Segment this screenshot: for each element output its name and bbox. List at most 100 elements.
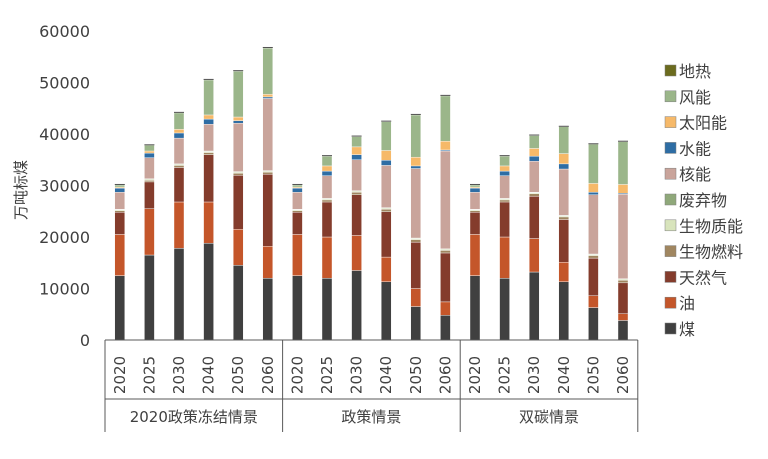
bar-segment: [499, 155, 510, 167]
x-tick-label: 2030: [525, 356, 543, 394]
bar-segment: [114, 275, 126, 341]
bar-segment: [351, 194, 362, 236]
x-tick-label: 2040: [377, 356, 395, 394]
bar-segment: [321, 165, 333, 172]
bar-segment: [588, 255, 599, 259]
bar-segment: [144, 150, 155, 154]
legend-label: 油: [679, 294, 695, 313]
bar-segment: [617, 280, 629, 284]
legend-label: 太阳能: [679, 114, 727, 133]
bar-segment: [617, 313, 629, 321]
bar-segment: [381, 256, 392, 283]
bar-segment: [558, 219, 569, 263]
bar-segment: [558, 281, 569, 341]
x-tick-label: 2040: [200, 356, 218, 394]
legend-label: 废弃物: [679, 191, 727, 210]
bar-segment: [114, 212, 126, 235]
bar-segment: [321, 278, 333, 341]
bar-segment: [232, 265, 244, 341]
bar-segment: [381, 281, 392, 341]
x-tick-label: 2050: [407, 356, 425, 394]
bar-segment: [499, 175, 510, 199]
bar-segment: [262, 96, 273, 99]
y-tick-label: 0: [80, 331, 90, 350]
x-axis: 2020 2025 2030 2040 2050 2060 2020 2025 2030 2040…: [104, 339, 639, 432]
bar-segment: [558, 262, 569, 283]
bar-segment: [292, 210, 303, 213]
bar-segment: [410, 114, 421, 158]
bar-segment: [558, 216, 569, 220]
group-label: 2020政策冻结情景: [130, 408, 258, 426]
legend-swatch: [664, 271, 677, 283]
bar-segment: [499, 201, 510, 238]
bar-segment: [440, 301, 451, 316]
bar-segment: [262, 94, 273, 98]
bar-segment: [173, 201, 185, 249]
x-tick-label: 2030: [348, 356, 366, 394]
bar-segment: [410, 165, 421, 169]
bar-segment: [232, 172, 244, 176]
bar-segment: [410, 156, 421, 167]
bar-segment: [351, 270, 362, 341]
bar-segment: [469, 187, 481, 193]
group-label: 双碳情景: [519, 408, 579, 426]
bar-segment: [499, 170, 510, 176]
bar-series: [114, 46, 629, 341]
bar-segment: [529, 135, 540, 149]
bar-segment: [232, 116, 244, 121]
x-tick-label: 2060: [614, 356, 632, 394]
bar-segment: [617, 282, 629, 314]
bar-segment: [617, 320, 629, 341]
bar-segment: [529, 271, 540, 341]
x-tick-label: 2025: [318, 356, 336, 394]
bar-segment: [469, 234, 481, 276]
bar-segment: [588, 257, 599, 296]
legend-label: 水能: [679, 139, 711, 158]
bar-segment: [351, 154, 362, 160]
bar-segment: [232, 120, 244, 124]
legend-swatch: [664, 167, 677, 180]
x-tick-label: 2020: [466, 356, 484, 394]
bar-segment: [499, 236, 510, 279]
bar-segment: [588, 183, 599, 193]
bar-segment: [173, 248, 185, 341]
bar-segment: [617, 184, 629, 194]
bar-segment: [292, 234, 303, 276]
legend-swatch: [664, 193, 677, 206]
bar-segment: [351, 136, 362, 148]
x-tick-label: 2050: [584, 356, 602, 394]
legend-label: 核能: [679, 165, 711, 184]
bar-segment: [203, 201, 214, 244]
bar-segment: [173, 112, 185, 130]
bar-segment: [203, 154, 214, 203]
bar-segment: [529, 155, 540, 162]
bar-segment: [321, 236, 333, 279]
bar-segment: [381, 160, 392, 166]
legend-swatch: [664, 296, 677, 309]
bar-segment: [588, 295, 599, 308]
bar-segment: [351, 191, 362, 195]
bar-segment: [144, 152, 155, 158]
bar-segment: [410, 241, 421, 289]
legend-swatch: [664, 116, 677, 128]
bar-segment: [262, 47, 273, 95]
x-tick-label: 2050: [229, 356, 247, 394]
bar-segment: [114, 234, 126, 276]
bar-segment: [232, 70, 244, 118]
bar-segment: [351, 235, 362, 271]
bar-segment: [440, 141, 451, 151]
bar-segment: [410, 288, 421, 307]
bar-segment: [321, 170, 333, 176]
x-tick-label: 2020: [111, 356, 129, 394]
bar-segment: [173, 165, 185, 168]
x-tick-label: 2040: [555, 356, 573, 394]
bar-segment: [588, 194, 599, 255]
bar-segment: [144, 181, 155, 209]
bar-segment: [410, 168, 421, 239]
bar-segment: [292, 275, 303, 341]
bar-segment: [262, 98, 273, 171]
bar-segment: [410, 239, 421, 243]
bar-segment: [558, 168, 569, 216]
bar-segment: [469, 275, 481, 341]
